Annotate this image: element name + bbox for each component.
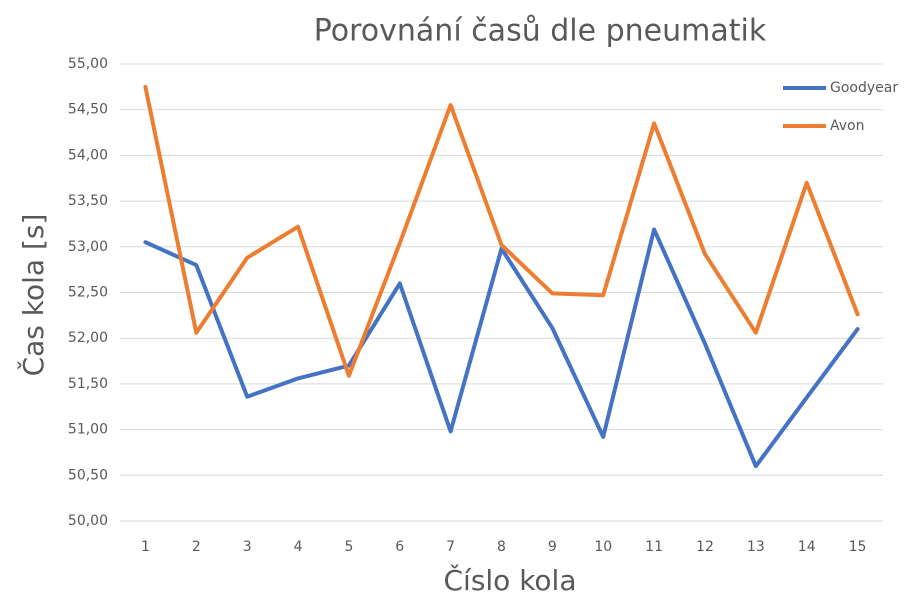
- y-tick-label: 53,00: [68, 239, 108, 255]
- y-tick-label: 51,50: [68, 376, 108, 392]
- x-tick-label: 2: [192, 539, 201, 555]
- x-tick-label: 9: [548, 539, 557, 555]
- y-tick-label: 50,00: [68, 513, 108, 529]
- y-tick-label: 52,00: [68, 330, 108, 346]
- legend-label: Avon: [830, 118, 864, 134]
- x-tick-label: 11: [645, 539, 663, 555]
- y-tick-label: 53,50: [68, 193, 108, 209]
- y-tick-label: 54,00: [68, 147, 108, 163]
- y-tick-label: 50,50: [68, 467, 108, 483]
- y-tick-label: 55,00: [68, 56, 108, 72]
- x-axis-label: Číslo kola: [443, 563, 576, 597]
- x-tick-label: 15: [849, 539, 867, 555]
- x-tick-label: 13: [747, 539, 765, 555]
- y-axis-label: Čas kola [s]: [16, 214, 50, 377]
- legend-label: Goodyear: [830, 80, 898, 96]
- x-tick-label: 4: [294, 539, 303, 555]
- series-line: [143, 84, 860, 378]
- x-tick-label: 1: [141, 539, 150, 555]
- x-tick-label: 5: [344, 539, 353, 555]
- x-tick-label: 3: [243, 539, 252, 555]
- series-line: [143, 227, 860, 469]
- x-tick-label: 6: [395, 539, 404, 555]
- y-tick-label: 52,50: [68, 285, 108, 301]
- x-tick-label: 14: [798, 539, 816, 555]
- y-tick-label: 54,50: [68, 102, 108, 118]
- x-tick-label: 12: [696, 539, 714, 555]
- y-tick-label: 51,00: [68, 422, 108, 438]
- x-tick-label: 7: [446, 539, 455, 555]
- x-tick-label: 8: [497, 539, 506, 555]
- x-tick-label: 10: [594, 539, 612, 555]
- chart-title: Porovnání časů dle pneumatik: [314, 14, 767, 49]
